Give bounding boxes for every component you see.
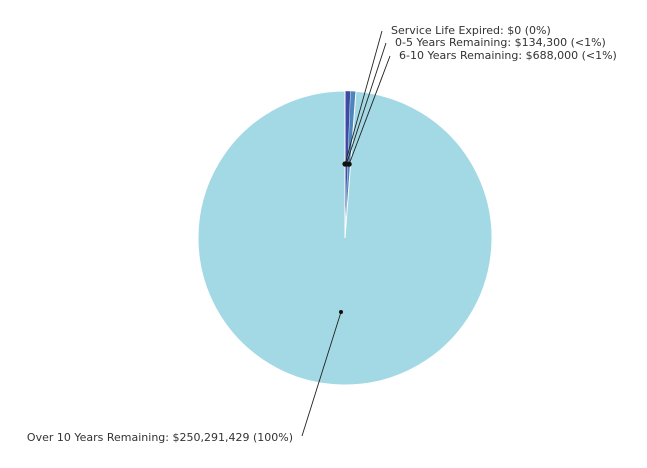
- leader-dot-years-6-10: [346, 161, 352, 167]
- leader-line-service-life-expired: [344, 30, 383, 165]
- slice-label-years-6-10: 6-10 Years Remaining: $688,000 (<1%): [399, 49, 617, 62]
- slice-label-years-0-5: 0-5 Years Remaining: $134,300 (<1%): [395, 36, 606, 49]
- slice-label-over-10-years: Over 10 Years Remaining: $250,291,429 (1…: [27, 431, 293, 444]
- leader-lines: [301, 30, 391, 437]
- leader-line-years-6-10: [348, 55, 391, 165]
- leader-dot-over-10-years: [339, 310, 343, 314]
- leader-line-over-10-years: [301, 311, 342, 437]
- pie-slices: [197, 90, 493, 386]
- slice-label-service-life-expired: Service Life Expired: $0 (0%): [391, 24, 551, 37]
- pie-slice-over-10-years[interactable]: [197, 90, 493, 386]
- slice-labels: Service Life Expired: $0 (0%)0-5 Years R…: [27, 24, 617, 444]
- leader-line-years-0-5: [345, 42, 387, 165]
